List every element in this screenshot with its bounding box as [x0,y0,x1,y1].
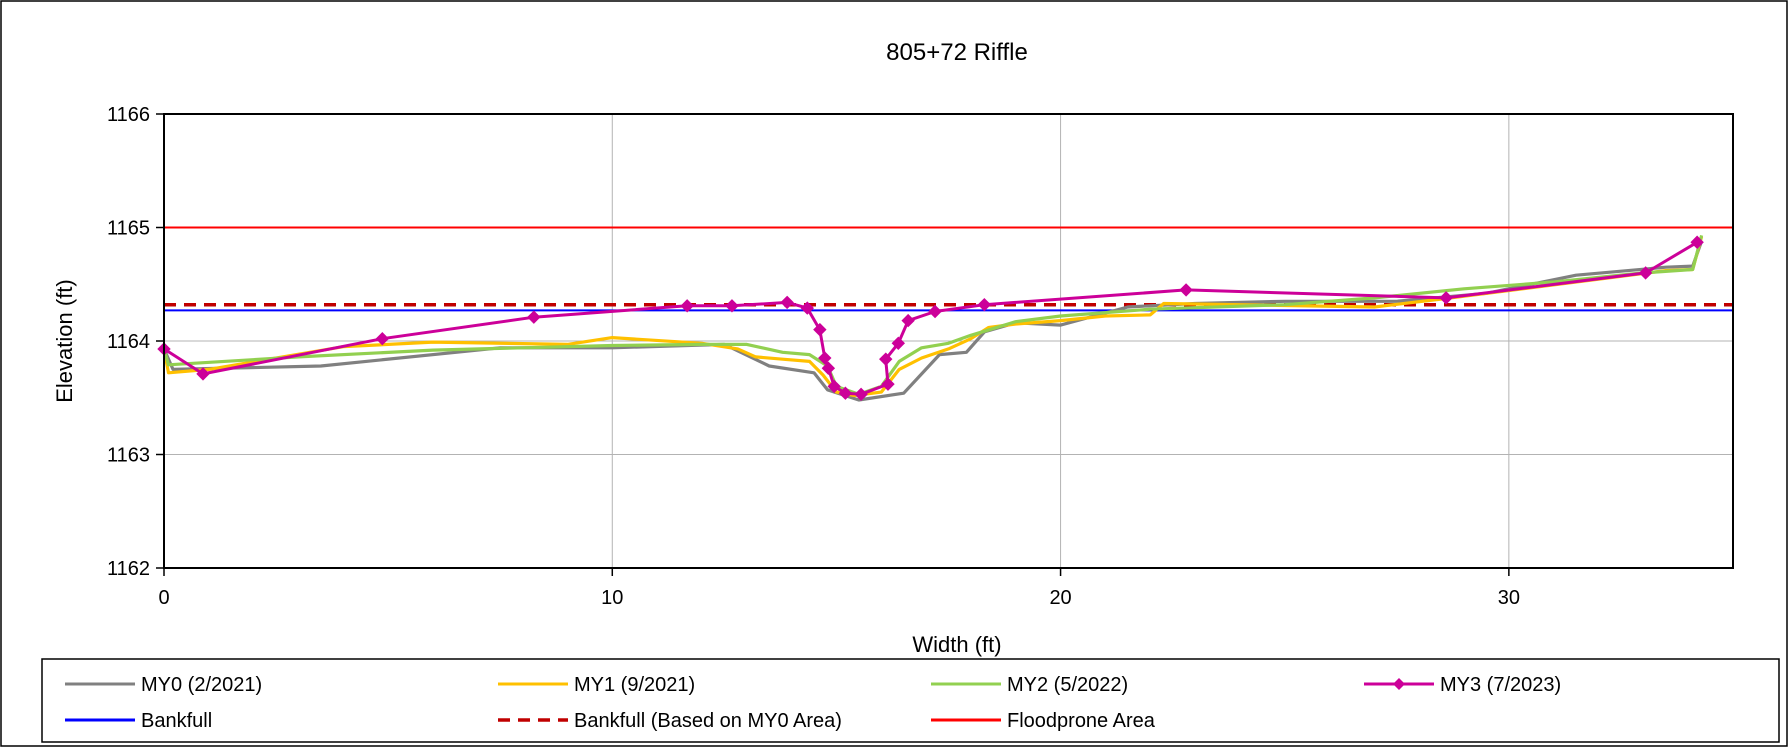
data-point-marker [838,386,853,400]
series-3 [157,235,1704,402]
data-point-marker [818,351,832,365]
data-point-marker [901,313,915,328]
y-tick-label: 1163 [107,445,150,467]
data-point-marker [977,297,992,312]
x-tick-label: 30 [1498,587,1520,609]
legend-box [41,658,1780,743]
data-point-marker [1179,283,1193,297]
legend-label: MY0 (2/2021) [141,674,262,696]
axis-ticks: 1162 1163 1164 1165 1166 0 10 20 30 [107,104,1520,609]
data-point-marker [879,352,893,366]
data-point-marker [527,310,541,324]
y-axis-label: Elevation (ft) [52,279,77,403]
data-point-marker [813,322,827,337]
legend-label: MY3 (7/2023) [1440,674,1561,696]
series-2 [162,234,1704,396]
x-tick-label: 20 [1049,587,1071,609]
data-point-marker [827,379,841,394]
data-point-marker [800,301,814,315]
data-point-marker [1690,235,1704,249]
series-line [162,234,1704,396]
legend: MY0 (2/2021) MY1 (9/2021) MY2 (5/2022) MY3 … [41,658,1780,743]
legend-label: Floodprone Area [1007,710,1156,732]
y-tick-label: 1164 [107,331,150,353]
x-tick-label: 10 [601,587,623,609]
data-point-marker [196,367,210,381]
data-point-marker [821,361,836,375]
legend-label: MY2 (5/2022) [1007,674,1128,696]
data-point-marker [375,332,390,346]
x-tick-label: 0 [158,587,169,609]
legend-label: Bankfull (Based on MY0 Area) [574,710,842,732]
y-tick-label: 1166 [107,104,150,126]
data-point-marker [725,299,739,313]
data-point-marker [780,295,794,310]
legend-label: MY1 (9/2021) [574,674,695,696]
data-point-marker [891,336,905,350]
data-point-marker [854,387,868,402]
y-tick-label: 1162 [107,558,150,580]
y-tick-label: 1165 [107,218,150,240]
data-point-marker [1439,291,1453,305]
series-line [163,241,1698,396]
series-layer [157,226,1733,402]
legend-label: Bankfull [141,710,212,732]
data-point-marker [680,299,694,313]
data-point-marker [1638,266,1653,280]
x-axis-label: Width (ft) [912,632,1001,657]
data-point-marker [881,377,895,391]
chart-title: 805+72 Riffle [886,39,1028,66]
data-point-marker [928,304,942,319]
legend-marker [1393,678,1405,690]
